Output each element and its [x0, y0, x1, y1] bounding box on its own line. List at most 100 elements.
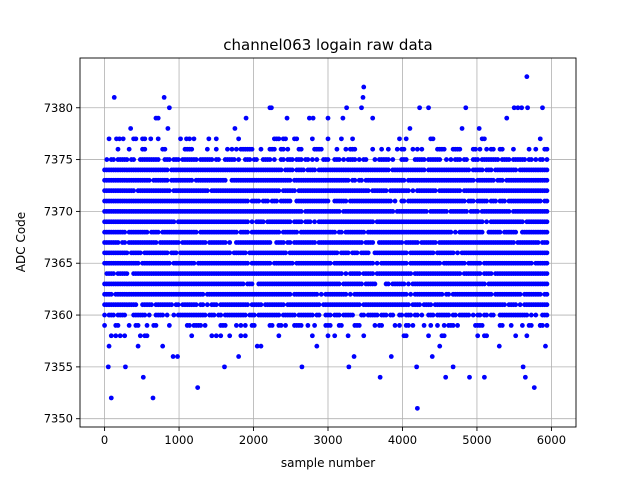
data-point: [336, 281, 342, 287]
data-point: [218, 312, 224, 318]
data-point: [213, 302, 219, 308]
data-point: [352, 157, 358, 162]
data-point: [401, 198, 407, 204]
outlier-point: [133, 136, 139, 142]
data-point: [446, 291, 452, 297]
data-point: [309, 333, 315, 339]
data-point: [327, 323, 333, 328]
data-point: [448, 157, 454, 162]
data-point: [361, 333, 367, 339]
data-point: [383, 312, 389, 318]
data-point: [495, 157, 501, 162]
outlier-point: [407, 126, 413, 131]
data-point: [426, 333, 431, 339]
data-point: [544, 209, 550, 214]
data-point: [287, 240, 293, 245]
data-point: [271, 157, 277, 162]
data-point: [316, 312, 322, 318]
data-point: [124, 250, 130, 256]
data-point: [403, 291, 409, 297]
data-point: [414, 240, 420, 245]
data-point: [528, 157, 534, 162]
data-point: [191, 136, 197, 142]
data-point: [484, 198, 490, 204]
outlier-point: [443, 374, 449, 380]
data-point: [528, 260, 534, 266]
data-point: [383, 188, 389, 194]
data-point: [511, 240, 516, 245]
data-point: [267, 260, 273, 266]
outlier-point: [148, 136, 154, 142]
outlier-point: [511, 105, 517, 111]
data-point: [336, 157, 342, 162]
data-point: [479, 219, 485, 225]
data-point: [280, 157, 286, 162]
data-point: [209, 157, 215, 162]
data-point: [204, 188, 210, 194]
data-point: [131, 188, 137, 194]
x-tick-label: 0: [101, 433, 108, 447]
data-point: [211, 312, 217, 318]
data-point: [260, 219, 266, 225]
data-point: [464, 157, 469, 162]
data-point: [325, 136, 331, 142]
data-point: [544, 229, 550, 235]
data-point: [280, 240, 286, 245]
outlier-point: [522, 374, 528, 380]
data-point: [352, 146, 358, 152]
x-tick-label: 4000: [388, 433, 417, 447]
outlier-point: [344, 105, 350, 111]
outlier-point: [268, 105, 274, 111]
data-point: [233, 323, 239, 328]
data-point: [289, 260, 295, 266]
data-point: [213, 333, 219, 339]
data-point: [102, 312, 107, 318]
y-tick-label: 7380: [44, 101, 73, 115]
data-point: [385, 146, 391, 152]
data-point: [325, 198, 331, 204]
data-point: [137, 250, 143, 256]
outlier-point: [135, 343, 141, 349]
outlier-point: [155, 115, 161, 121]
data-point: [115, 323, 121, 328]
data-point: [403, 250, 409, 256]
outlier-point: [299, 364, 305, 370]
data-point: [365, 188, 371, 194]
data-point: [169, 302, 175, 308]
data-point: [537, 291, 543, 297]
outlier-point: [140, 374, 146, 380]
data-point: [497, 229, 503, 235]
data-point: [533, 157, 539, 162]
data-point: [175, 302, 181, 308]
data-point: [347, 291, 353, 297]
data-point: [213, 146, 219, 152]
data-point: [410, 146, 416, 152]
outlier-point: [437, 343, 443, 349]
outlier-point: [370, 115, 376, 121]
data-point: [526, 146, 532, 152]
data-point: [370, 146, 376, 152]
data-point: [285, 146, 291, 152]
data-point: [513, 229, 519, 235]
data-point: [189, 177, 195, 183]
data-point: [280, 146, 286, 152]
outlier-point: [284, 115, 290, 121]
data-point: [254, 157, 259, 162]
data-point: [399, 312, 405, 318]
data-point: [251, 323, 257, 328]
data-point: [309, 136, 315, 142]
data-point: [475, 157, 481, 162]
outlier-point: [351, 354, 357, 359]
data-point: [484, 219, 490, 225]
outlier-point: [540, 105, 545, 111]
data-point: [499, 323, 505, 328]
data-point: [372, 157, 378, 162]
data-point: [213, 136, 219, 142]
data-point: [200, 291, 206, 297]
outlier-point: [429, 354, 435, 359]
data-point: [544, 240, 550, 245]
data-point: [242, 333, 248, 339]
data-point: [142, 136, 148, 142]
data-point: [171, 312, 177, 318]
data-point: [537, 198, 543, 204]
